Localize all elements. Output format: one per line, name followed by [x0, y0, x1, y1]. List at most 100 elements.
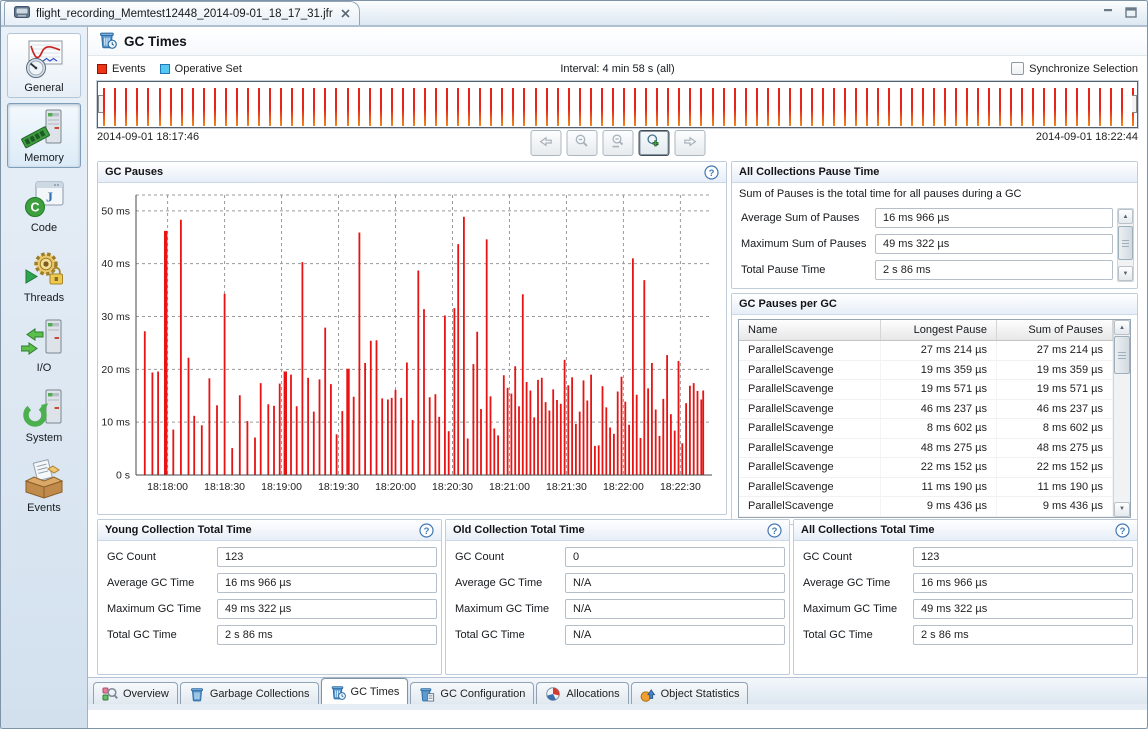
field-value-gc-count[interactable]: 123 [913, 547, 1133, 567]
table-row[interactable]: ParallelScavenge19 ms 359 µs19 ms 359 µs [739, 361, 1113, 381]
young-collection-panel: Young Collection Total Time ? GC Count12… [97, 519, 442, 675]
timeline-event-mark [1032, 88, 1034, 126]
zoom-in-button[interactable] [638, 130, 669, 156]
cell-sum-of-pauses: 19 ms 359 µs [997, 361, 1113, 380]
timeline-event-mark [667, 88, 669, 126]
timeline-event-mark [866, 88, 868, 126]
table-row[interactable]: ParallelScavenge27 ms 214 µs27 ms 214 µs [739, 341, 1113, 361]
scroll-down-icon[interactable]: ▼ [1114, 502, 1130, 517]
scroll-down-icon[interactable]: ▼ [1118, 266, 1133, 281]
scroll-up-icon[interactable]: ▲ [1114, 320, 1130, 335]
timeline-event-mark [634, 88, 636, 126]
event-timeline-strip[interactable] [97, 81, 1138, 128]
table-row[interactable]: ParallelScavenge48 ms 275 µs48 ms 275 µs [739, 439, 1113, 459]
timeline-event-mark [1099, 88, 1101, 126]
field-value-total-gc-time[interactable]: 2 s 86 ms [913, 625, 1133, 645]
timeline-event-mark [1010, 88, 1012, 126]
table-row[interactable]: ParallelScavenge19 ms 571 µs19 ms 571 µs [739, 380, 1113, 400]
gc-config-icon [419, 686, 435, 702]
cell-longest-pause: 46 ms 237 µs [881, 400, 997, 419]
table-scrollbar[interactable]: ▲ ▼ [1113, 320, 1130, 517]
range-handle-left[interactable] [98, 95, 103, 113]
editor-tab-flight-recording[interactable]: flight_recording_Memtest12448_2014-09-01… [4, 1, 360, 25]
pause-panel-scrollbar[interactable]: ▲ ▼ [1117, 208, 1134, 282]
cell-sum-of-pauses: 9 ms 436 µs [997, 497, 1113, 516]
table-row[interactable]: ParallelScavenge46 ms 237 µs46 ms 237 µs [739, 400, 1113, 420]
field-label: Maximum GC Time [803, 603, 907, 615]
help-icon[interactable]: ? [419, 523, 434, 538]
field-value-maximum-gc-time[interactable]: N/A [565, 599, 785, 619]
sidebar-item-code[interactable]: JCCode [7, 173, 81, 238]
field-value-total-gc-time[interactable]: N/A [565, 625, 785, 645]
scroll-up-icon[interactable]: ▲ [1118, 209, 1133, 224]
field-value-average-sum-of-pauses[interactable]: 16 ms 966 µs [875, 208, 1113, 228]
cell-sum-of-pauses: 8 ms 602 µs [997, 419, 1113, 438]
range-handle-right[interactable] [1132, 95, 1137, 113]
synchronize-selection-checkbox[interactable] [1011, 62, 1024, 75]
timeline-event-mark [170, 88, 172, 126]
sidebar-item-events[interactable]: Events [7, 453, 81, 518]
sidebar: GeneralMemoryJCCodeThreadsI/OSystemEvent… [1, 27, 88, 728]
svg-text:18:19:00: 18:19:00 [261, 481, 302, 493]
table-row[interactable]: ParallelScavenge8 ms 602 µs8 ms 602 µs [739, 419, 1113, 439]
tab-overview[interactable]: Overview [93, 682, 178, 704]
timeline-event-mark [689, 88, 691, 126]
gc-pauses-chart[interactable]: 0 s10 ms20 ms30 ms40 ms50 ms18:18:0018:1… [98, 183, 726, 514]
range-start-time: 2014-09-01 18:17:46 [97, 131, 199, 143]
field-row-gc-count: GC Count123 [803, 547, 1133, 567]
column-header-sum-of-pauses[interactable]: Sum of Pauses [997, 320, 1113, 340]
field-label: GC Count [455, 551, 559, 563]
timeline-event-mark [977, 88, 979, 126]
help-icon[interactable]: ? [1115, 523, 1130, 538]
column-header-longest-pause[interactable]: Longest Pause [881, 320, 997, 340]
svg-text:18:18:30: 18:18:30 [204, 481, 245, 493]
help-icon[interactable]: ? [767, 523, 782, 538]
all-collections-total-title: All Collections Total Time [801, 524, 934, 536]
sidebar-item-i-o[interactable]: I/O [7, 313, 81, 378]
table-row[interactable]: ParallelScavenge11 ms 190 µs11 ms 190 µs [739, 478, 1113, 498]
field-value-gc-count[interactable]: 123 [217, 547, 437, 567]
timeline-event-mark [1043, 88, 1045, 126]
timeline-event-mark [181, 88, 183, 126]
tab-allocations[interactable]: Allocations [536, 682, 628, 704]
timeline-event-mark [778, 88, 780, 126]
close-icon[interactable] [341, 9, 350, 18]
field-value-maximum-sum-of-pauses[interactable]: 49 ms 322 µs [875, 234, 1113, 254]
sidebar-item-system[interactable]: System [7, 383, 81, 448]
tab-gc-times[interactable]: GC Times [321, 678, 409, 704]
column-header-name[interactable]: Name [739, 320, 881, 340]
timeline-event-mark [523, 88, 525, 126]
field-value-average-gc-time[interactable]: N/A [565, 573, 785, 593]
field-value-total-pause-time[interactable]: 2 s 86 ms [875, 260, 1113, 280]
field-value-average-gc-time[interactable]: 16 ms 966 µs [913, 573, 1133, 593]
tab-gc-configuration[interactable]: GC Configuration [410, 682, 534, 704]
sidebar-item-threads[interactable]: Threads [7, 243, 81, 308]
field-row-average-gc-time: Average GC Time16 ms 966 µs [803, 573, 1133, 593]
threads-icon [21, 248, 67, 290]
sidebar-item-general[interactable]: General [7, 33, 81, 98]
zoom-in-icon [645, 133, 662, 153]
help-icon[interactable]: ? [704, 165, 719, 180]
field-value-total-gc-time[interactable]: 2 s 86 ms [217, 625, 437, 645]
tab-label: Garbage Collections [210, 688, 310, 700]
timeline-event-mark [822, 88, 824, 126]
tab-object-statistics[interactable]: Object Statistics [631, 682, 749, 704]
field-value-average-gc-time[interactable]: 16 ms 966 µs [217, 573, 437, 593]
table-row[interactable]: ParallelScavenge22 ms 152 µs22 ms 152 µs [739, 458, 1113, 478]
timeline-event-mark [844, 88, 846, 126]
svg-text:40 ms: 40 ms [101, 258, 130, 270]
timeline-event-mark [424, 88, 426, 126]
timeline-event-mark [933, 88, 935, 126]
minimize-icon[interactable] [1103, 7, 1115, 18]
field-label: Average GC Time [455, 577, 559, 589]
field-value-maximum-gc-time[interactable]: 49 ms 322 µs [913, 599, 1133, 619]
sidebar-item-memory[interactable]: Memory [7, 103, 81, 168]
table-row[interactable]: ParallelScavenge9 ms 436 µs9 ms 436 µs [739, 497, 1113, 517]
field-value-gc-count[interactable]: 0 [565, 547, 785, 567]
synchronize-selection-control[interactable]: Synchronize Selection [1011, 62, 1138, 75]
flight-recording-icon [14, 6, 30, 21]
maximize-icon[interactable] [1125, 7, 1137, 18]
tab-garbage-collections[interactable]: Garbage Collections [180, 682, 319, 704]
field-value-maximum-gc-time[interactable]: 49 ms 322 µs [217, 599, 437, 619]
timeline-event-mark [1065, 88, 1067, 126]
